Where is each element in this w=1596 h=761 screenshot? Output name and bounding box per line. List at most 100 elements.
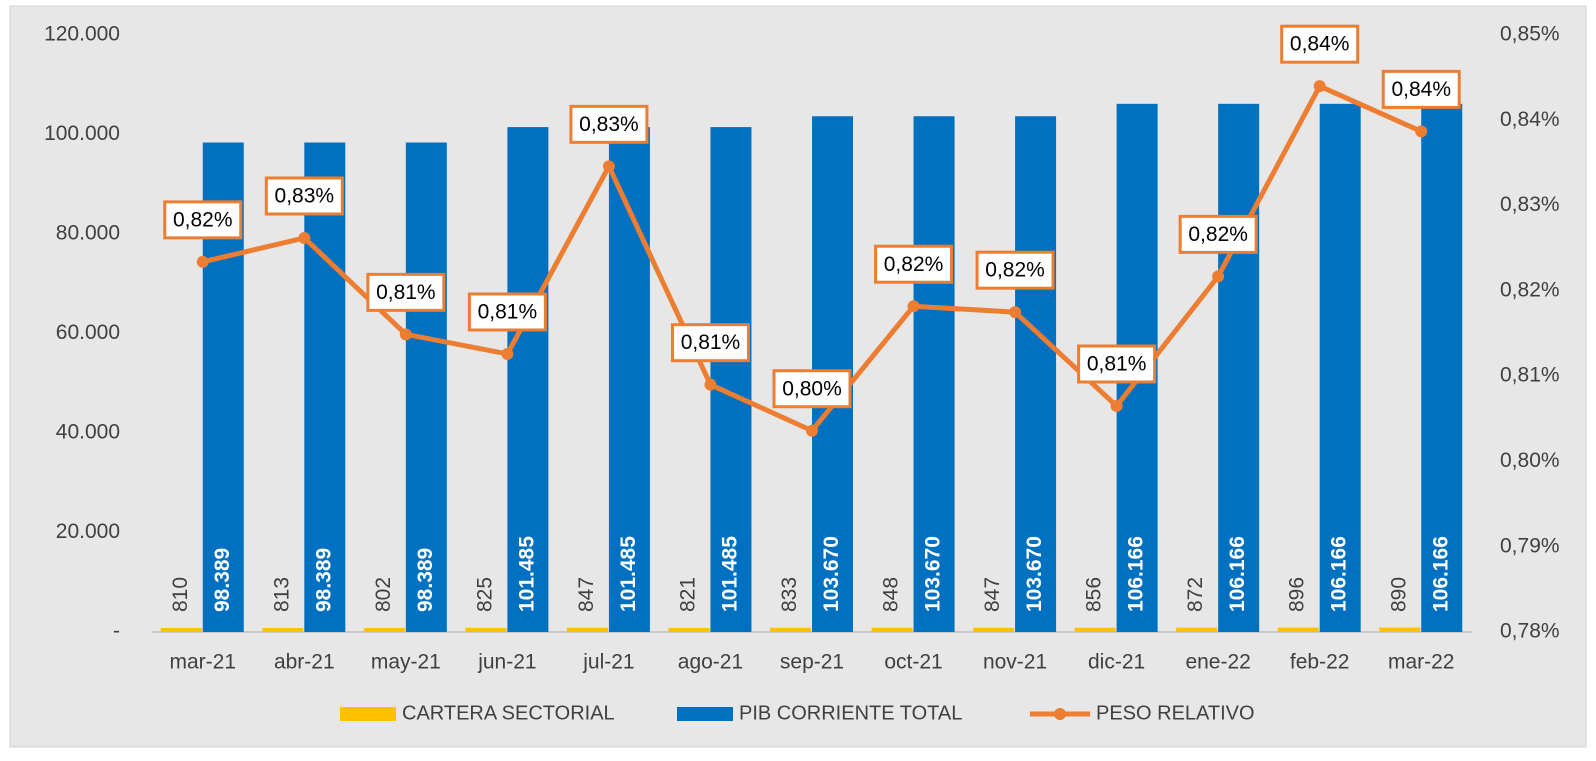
x-tick-label: ene-22 <box>1185 651 1250 674</box>
line-point <box>1110 399 1123 412</box>
y2-tick-label: 0,80% <box>1500 449 1560 472</box>
data-label: 847 <box>981 577 1004 612</box>
data-label: 0,83% <box>275 185 335 208</box>
data-label: 103.670 <box>820 536 843 612</box>
label-box <box>874 244 954 284</box>
bar <box>160 627 202 632</box>
label-box <box>366 272 446 312</box>
legend-label: PIB CORRIENTE TOTAL <box>739 702 962 724</box>
data-label: 106.166 <box>1328 536 1351 612</box>
y2-tick-label: 0,85% <box>1500 23 1560 46</box>
line-point <box>1313 80 1326 93</box>
data-label: 101.485 <box>719 536 742 612</box>
bar <box>1319 103 1361 632</box>
line-point <box>501 347 514 360</box>
data-label: 98.389 <box>312 548 335 612</box>
line-point <box>602 160 615 173</box>
data-label: 0,81% <box>681 331 741 354</box>
data-label: 103.670 <box>922 536 945 612</box>
bar <box>1218 103 1260 632</box>
label-box <box>1381 69 1461 109</box>
bar <box>566 627 608 632</box>
bar <box>262 627 304 632</box>
bar <box>507 127 549 632</box>
x-tick-label: may-21 <box>371 651 441 674</box>
data-label: 106.166 <box>1226 536 1249 612</box>
data-label: 833 <box>778 577 801 612</box>
x-tick-label: feb-22 <box>1290 651 1350 674</box>
data-label: 0,82% <box>985 259 1045 282</box>
data-label: 0,81% <box>1087 353 1147 376</box>
data-label: 810 <box>169 577 192 612</box>
label-box <box>467 292 547 332</box>
bar <box>770 627 811 632</box>
bar <box>1421 103 1463 632</box>
bar <box>363 628 405 632</box>
bar <box>1074 627 1116 632</box>
y2-tick-label: 0,79% <box>1500 534 1560 557</box>
label-box <box>975 250 1055 290</box>
data-label: 103.670 <box>1023 536 1046 612</box>
x-tick-label: sep-21 <box>780 651 844 674</box>
y-tick-label: - <box>113 620 120 643</box>
label-box <box>569 104 649 144</box>
x-tick-label: ago-21 <box>678 651 743 674</box>
data-label: 0,84% <box>1290 33 1350 56</box>
legend-label: PESO RELATIVO <box>1096 702 1255 724</box>
bar <box>1176 627 1218 632</box>
data-label: 802 <box>372 577 395 612</box>
data-label: 0,80% <box>782 377 842 400</box>
data-label: 0,83% <box>579 113 639 136</box>
legend-swatch <box>677 707 733 721</box>
line-point <box>1009 306 1022 319</box>
label-box <box>772 369 852 409</box>
data-label: 872 <box>1184 577 1207 612</box>
data-label: 813 <box>270 577 293 612</box>
label-box <box>163 200 243 240</box>
bar <box>913 116 955 632</box>
data-label: 825 <box>473 577 496 612</box>
data-label: 0,81% <box>376 281 436 304</box>
bar <box>871 627 913 632</box>
y-tick-label: 100.000 <box>44 122 120 145</box>
bar <box>668 627 710 632</box>
label-box <box>1178 214 1258 254</box>
y2-tick-label: 0,81% <box>1500 364 1560 387</box>
data-label: 98.389 <box>414 548 437 612</box>
data-label: 0,82% <box>173 208 233 231</box>
line-point <box>1415 125 1428 138</box>
y2-tick-label: 0,83% <box>1500 193 1560 216</box>
x-tick-label: nov-21 <box>983 651 1047 674</box>
label-box <box>264 176 344 216</box>
y-tick-label: 80.000 <box>56 222 120 245</box>
label-box <box>1077 344 1157 384</box>
x-tick-label: oct-21 <box>884 651 942 674</box>
data-label: 821 <box>677 577 700 612</box>
data-label: 848 <box>880 577 903 612</box>
data-label: 0,82% <box>1188 223 1248 246</box>
line-point <box>1212 270 1225 283</box>
x-tick-label: dic-21 <box>1088 651 1145 674</box>
legend-label: CARTERA SECTORIAL <box>402 702 615 724</box>
bar <box>465 627 507 632</box>
data-label: 0,82% <box>884 253 944 276</box>
line-point <box>704 378 717 391</box>
data-label: 890 <box>1387 577 1410 612</box>
line-point <box>399 328 412 341</box>
data-label: 98.389 <box>211 548 234 612</box>
y-tick-label: 20.000 <box>56 520 120 543</box>
y-tick-label: 120.000 <box>44 23 120 46</box>
x-tick-label: jul-21 <box>582 651 634 674</box>
legend-marker <box>1054 708 1066 720</box>
y2-tick-label: 0,78% <box>1500 620 1560 643</box>
bar <box>304 142 346 633</box>
bar <box>1379 627 1421 632</box>
x-tick-label: jun-21 <box>477 651 536 674</box>
data-label: 106.166 <box>1429 536 1452 612</box>
line-point <box>907 300 920 313</box>
x-tick-label: mar-21 <box>170 651 237 674</box>
y2-tick-label: 0,84% <box>1500 108 1560 131</box>
data-label: 101.485 <box>515 536 538 612</box>
